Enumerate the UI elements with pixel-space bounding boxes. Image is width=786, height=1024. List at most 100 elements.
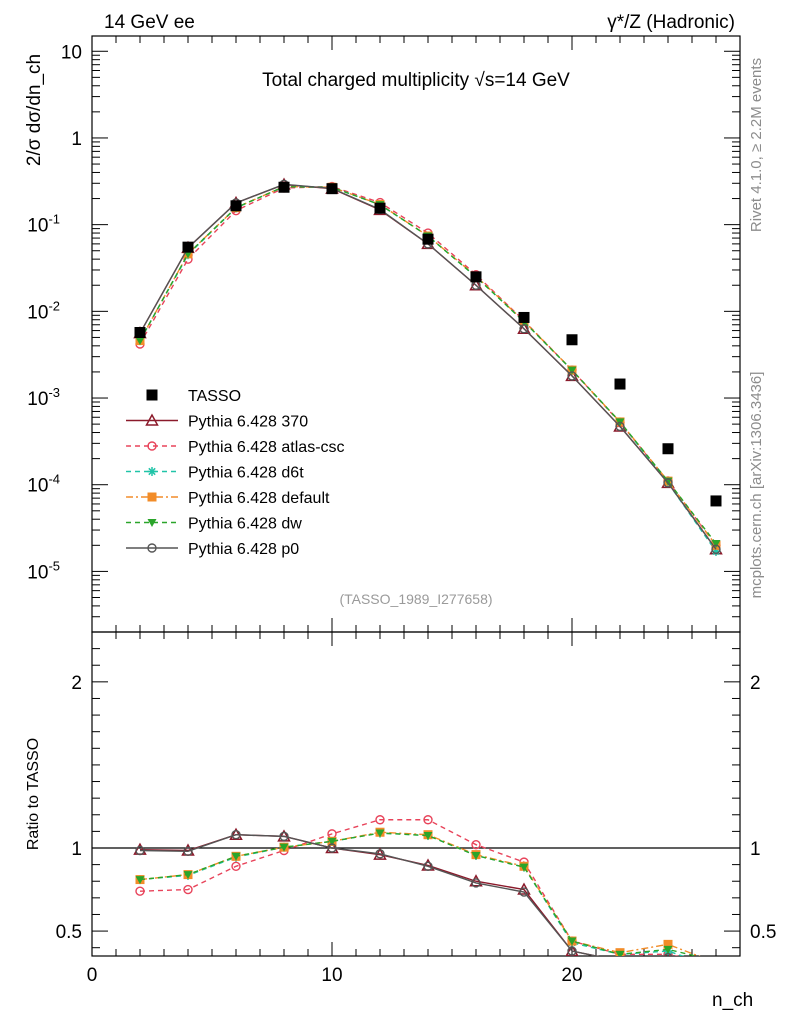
ratio-data-point bbox=[279, 831, 289, 842]
ratio-data-point bbox=[423, 861, 433, 871]
rivet-version-label: Rivet 4.1.0, ≥ 2.2M events bbox=[748, 58, 765, 232]
legend-entry-6: Pythia 6.428 p0 bbox=[126, 541, 299, 558]
ratio-y-tick-label: 0.5 bbox=[56, 922, 82, 943]
legend-marker bbox=[145, 413, 159, 426]
legend-entry-5: Pythia 6.428 dw bbox=[126, 516, 302, 533]
star-stroke bbox=[148, 467, 156, 476]
ratio-data-point bbox=[615, 950, 625, 956]
x-tick-label: 10 bbox=[321, 965, 342, 986]
legend-label: Pythia 6.428 atlas-csc bbox=[188, 439, 345, 456]
ratio-data-point bbox=[663, 952, 673, 956]
ratio-data-point bbox=[327, 837, 337, 846]
ratio-data-point bbox=[279, 843, 289, 852]
y-tick-label: 1 bbox=[71, 129, 82, 150]
ratio-data-point bbox=[231, 852, 241, 861]
ratio-data-point bbox=[519, 863, 529, 872]
main-series-0 bbox=[134, 181, 722, 507]
ratio-series-5 bbox=[135, 830, 673, 965]
legend-entry-4: Pythia 6.428 default bbox=[126, 490, 330, 507]
x-tick-label: 0 bbox=[87, 965, 98, 986]
ratio-data-point bbox=[183, 884, 193, 895]
process-type-label: γ*/Z (Hadronic) bbox=[607, 12, 735, 33]
y-tick-label: 10-1 bbox=[27, 212, 60, 237]
ratio-series-line bbox=[139, 831, 701, 956]
main-data-point bbox=[134, 326, 146, 338]
y-tick-label: 10 bbox=[61, 42, 82, 63]
ratio-data-point bbox=[375, 829, 385, 838]
ratio-data-point bbox=[663, 945, 673, 954]
main-data-point bbox=[182, 241, 194, 253]
ratio-data-point bbox=[183, 846, 193, 857]
ratio-data-point bbox=[471, 878, 481, 888]
main-data-point bbox=[326, 183, 338, 195]
ratio-data-point bbox=[423, 832, 433, 841]
y-tick-label: 10-5 bbox=[27, 558, 60, 583]
ratio-series-line bbox=[139, 834, 600, 956]
main-y-axis-label: 2/σ dσ/dn_ch bbox=[24, 54, 45, 166]
legend-marker bbox=[147, 467, 157, 476]
analysis-id-label: (TASSO_1989_I277658) bbox=[339, 591, 492, 607]
y-tick-label: 10-4 bbox=[27, 472, 60, 497]
main-data-point bbox=[278, 181, 290, 193]
x-tick-label: 20 bbox=[561, 965, 582, 986]
ratio-y-tick-label-right: 1 bbox=[750, 839, 761, 860]
ratio-data-point bbox=[519, 887, 529, 897]
main-data-point bbox=[566, 334, 578, 346]
ratio-data-point bbox=[618, 953, 622, 956]
ratio-data-point bbox=[567, 946, 577, 956]
legend-label: Pythia 6.428 dw bbox=[188, 516, 302, 533]
main-data-point bbox=[711, 544, 721, 554]
ratio-data-point bbox=[135, 845, 145, 856]
legend-marker bbox=[147, 492, 157, 502]
ratio-series-line bbox=[139, 832, 685, 956]
ratio-series-0 bbox=[133, 827, 671, 956]
ratio-series-2 bbox=[135, 828, 685, 956]
ratio-y-axis-label: Ratio to TASSO bbox=[25, 738, 42, 850]
process-energy-label: 14 GeV ee bbox=[104, 12, 195, 33]
ratio-series-group bbox=[133, 815, 721, 965]
legend-label: Pythia 6.428 370 bbox=[188, 414, 308, 431]
ratio-data-point bbox=[471, 839, 481, 850]
ratio-data-point bbox=[183, 871, 193, 880]
ratio-data-point bbox=[567, 937, 577, 946]
legend-entry-0: TASSO bbox=[146, 388, 241, 405]
y-tick-label: 10-2 bbox=[27, 298, 60, 323]
legend-label: Pythia 6.428 p0 bbox=[188, 541, 299, 558]
legend-entry-1: Pythia 6.428 370 bbox=[126, 413, 308, 431]
main-plot-title: Total charged multiplicity √s=14 GeV bbox=[262, 70, 570, 91]
main-data-point bbox=[422, 233, 434, 245]
ratio-data-point bbox=[231, 861, 241, 871]
ratio-series-line bbox=[139, 819, 680, 956]
ratio-series-4 bbox=[135, 829, 721, 965]
main-data-point bbox=[374, 202, 386, 214]
x-axis-label: n_ch bbox=[712, 990, 753, 1011]
main-data-point bbox=[615, 421, 625, 432]
main-data-point bbox=[567, 371, 577, 381]
mcplots-citation-label: mcplots.cern.ch [arXiv:1306.3436] bbox=[748, 372, 765, 599]
ratio-y-tick-label-right: 0.5 bbox=[750, 922, 776, 943]
ratio-data-point bbox=[231, 830, 241, 840]
legend-entry-3: Pythia 6.428 d6t bbox=[126, 465, 304, 482]
ratio-data-point bbox=[663, 939, 673, 949]
ratio-y-tick-label: 1 bbox=[71, 839, 82, 860]
main-data-point bbox=[567, 366, 577, 375]
ratio-data-point bbox=[616, 957, 624, 965]
legend-marker bbox=[147, 543, 157, 553]
main-data-point bbox=[662, 443, 674, 455]
main-data-point bbox=[518, 311, 530, 323]
legend-marker bbox=[147, 519, 157, 527]
ratio-data-point bbox=[712, 957, 721, 965]
ratio-series-line bbox=[139, 834, 600, 956]
legend-entry-2: Pythia 6.428 atlas-csc bbox=[126, 439, 345, 456]
ratio-data-point bbox=[471, 851, 481, 860]
main-data-point bbox=[135, 337, 145, 346]
y-tick-label: 10-3 bbox=[27, 385, 60, 410]
main-data-point bbox=[470, 271, 482, 283]
ratio-y-tick-label: 2 bbox=[71, 673, 82, 694]
ratio-plot-frame bbox=[91, 631, 741, 957]
main-data-point bbox=[663, 478, 673, 488]
main-data-point bbox=[519, 324, 529, 334]
main-data-point bbox=[230, 200, 242, 212]
ratio-data-point bbox=[423, 815, 433, 825]
